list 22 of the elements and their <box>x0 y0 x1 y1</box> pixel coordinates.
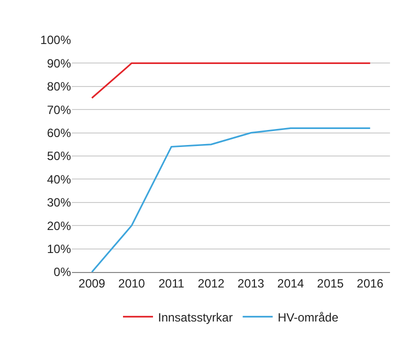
y-tick-label: 60% <box>46 126 72 140</box>
y-tick-label: 50% <box>46 149 72 164</box>
y-tick-label: 80% <box>46 80 72 94</box>
y-tick-label: 100% <box>40 33 72 48</box>
x-tick-label: 2013 <box>238 276 265 290</box>
y-tick-label: 20% <box>46 218 72 233</box>
x-tick-label: 2014 <box>277 276 304 290</box>
legend-label: Innsatsstyrkar <box>158 310 233 324</box>
x-tick-label: 2016 <box>356 276 384 290</box>
y-tick-label: 70% <box>46 102 72 117</box>
legend-label: HV-område <box>278 310 339 324</box>
x-tick-label: 2012 <box>198 276 225 290</box>
x-tick-label: 2015 <box>317 276 344 290</box>
y-tick-label: 90% <box>46 56 72 70</box>
x-tick-label: 2009 <box>78 276 106 290</box>
y-tick-label: 30% <box>46 196 72 210</box>
x-tick-label: 2010 <box>118 276 146 290</box>
y-tick-label: 40% <box>46 172 72 186</box>
y-tick-label: 10% <box>46 242 72 256</box>
x-tick-label: 2011 <box>158 276 185 290</box>
y-tick-label: 0% <box>54 265 72 280</box>
line-series <box>91 127 371 272</box>
